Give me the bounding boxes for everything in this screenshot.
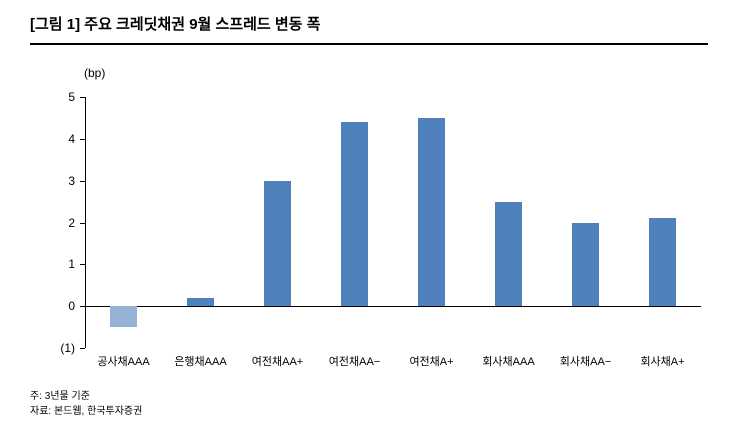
y-tick-mark [80, 97, 85, 98]
note-source: 자료: 본드웹, 한국투자증권 [30, 406, 143, 417]
bar-회사채AA− [572, 222, 599, 307]
bar-여전채A+ [418, 117, 445, 307]
bar-은행채AAA [187, 297, 214, 307]
y-tick-label: 3 [68, 173, 75, 188]
x-axis-label: 회사채AAA [482, 356, 535, 368]
y-tick-mark [80, 222, 85, 224]
x-axis-labels: 공사채AAA 은행채AAA 여전채AA+ 여전채AA− 여전채A+ 회사채AAA 회사채AA… [85, 353, 701, 369]
bar-회사채A+ [649, 218, 676, 307]
x-axis-label: 은행채AAA [174, 356, 227, 368]
y-tick-label: 4 [68, 131, 75, 146]
y-tick-mark [80, 264, 85, 266]
y-tick-label: 5 [68, 90, 75, 104]
bar-여전채AA− [341, 122, 368, 307]
y-tick-label: (1) [60, 341, 75, 355]
bar-공사채AAA [110, 306, 137, 328]
y-tick-mark [80, 348, 85, 349]
y-axis-unit-label: (bp) [84, 66, 106, 80]
y-tick-mark [80, 180, 85, 182]
y-tick-label: 0 [68, 299, 75, 314]
bar-여전채AA+ [264, 180, 291, 307]
x-axis-label: 여전채AA− [328, 356, 381, 368]
y-axis-line [85, 97, 86, 348]
y-tick-label: 1 [68, 257, 75, 272]
x-axis-label: 공사채AAA [97, 356, 150, 368]
x-axis-label: 여전채AA+ [251, 356, 304, 368]
bar-회사채AAA [495, 201, 522, 307]
x-axis-label: 회사채AA− [559, 356, 612, 368]
y-tick-label: 2 [68, 215, 75, 230]
y-tick-mark [80, 306, 85, 308]
note-basis: 주: 3년물 기준 [30, 391, 90, 402]
x-axis-line [85, 306, 701, 308]
x-axis-label: 회사채A+ [640, 356, 685, 368]
y-tick-mark [80, 138, 85, 140]
figure-title: [그림 1] 주요 크레딧채권 9월 스프레드 변동 폭 [30, 13, 708, 45]
x-axis-label: 여전채A+ [409, 356, 454, 368]
